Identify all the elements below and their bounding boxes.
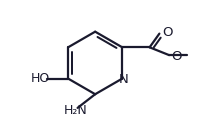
- Text: O: O: [161, 26, 172, 39]
- Text: N: N: [118, 73, 128, 86]
- Text: H₂N: H₂N: [63, 104, 87, 117]
- Text: O: O: [171, 50, 181, 63]
- Text: HO: HO: [31, 72, 50, 85]
